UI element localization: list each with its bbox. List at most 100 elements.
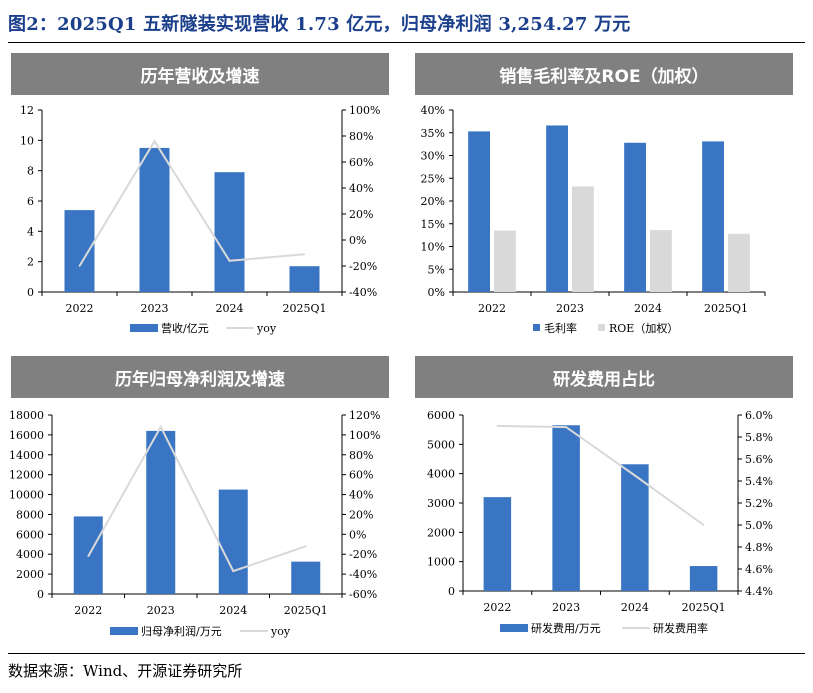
y-tick-label-left: 8000 (16, 508, 44, 521)
x-tick-label: 2022 (483, 601, 511, 614)
y-tick-label-right: 40% (349, 182, 373, 195)
y-tick-label-right: 20% (349, 508, 373, 521)
y-tick-label-right: 5.0% (745, 519, 773, 532)
y-tick-label-right: 20% (349, 208, 373, 221)
legend-swatch (598, 324, 605, 331)
line-point (496, 425, 499, 427)
y-tick-label-right: 60% (349, 469, 373, 482)
bar-gross-margin (468, 131, 490, 292)
bar (64, 210, 95, 292)
y-tick-label-left: 0 (27, 286, 34, 299)
line-point (303, 253, 306, 256)
line-point (228, 260, 231, 262)
bar-roe (494, 230, 516, 292)
line-point (702, 524, 705, 526)
x-tick-label: 2024 (634, 302, 662, 315)
y-tick-label-left: 4000 (16, 548, 44, 561)
y-tick-label-left: 10% (421, 241, 445, 254)
legend-label: 研发费用率 (653, 621, 708, 635)
y-tick-label-left: 12 (20, 104, 34, 117)
x-tick-label: 2025Q1 (282, 302, 326, 315)
y-tick-label-right: 5.8% (745, 431, 773, 444)
y-tick-label-right: -40% (349, 568, 377, 581)
chart-title-margin: 销售毛利率及ROE（加权） (499, 66, 709, 87)
source-note: 数据来源：Wind、开源证券研究所 (8, 662, 243, 680)
x-tick-label: 2024 (216, 302, 244, 315)
line-point (87, 555, 90, 558)
y-tick-label-left: 10 (20, 134, 34, 147)
bar (689, 566, 718, 591)
line-point (634, 474, 636, 477)
y-tick-label-left: 14000 (9, 449, 44, 462)
line-series (78, 139, 305, 267)
y-tick-label-left: 5% (428, 263, 445, 276)
line-point (78, 265, 81, 267)
panel-header-rnd: 研发费用占比 (415, 356, 793, 398)
line-point (159, 426, 162, 428)
bar (214, 172, 245, 292)
y-tick-label-left: 8 (27, 165, 34, 178)
line-point (565, 426, 567, 428)
y-tick-label-right: 0% (349, 528, 366, 541)
y-tick-label-right: 4.6% (745, 563, 773, 576)
y-tick-label-left: 35% (421, 127, 445, 140)
rnd-chart: 0 1000 2000 3000 4000 5000 6000 4.4% 4.6% 4.8% 5.0… (427, 409, 773, 635)
chart-title-profit: 历年归母净利润及增速 (115, 369, 285, 390)
bar-gross-margin (702, 141, 724, 292)
y-tick-label-left: 0% (428, 286, 445, 299)
revenue-chart: 0 2 4 6 8 10 12 -40% -20% 0% 20% 40% 60% 80% 100% 2022 2… (20, 104, 380, 335)
y-tick-label-right: 5.2% (745, 497, 773, 510)
chart-title-rnd: 研发费用占比 (553, 369, 655, 390)
y-tick-label-left: 3000 (427, 497, 455, 510)
y-tick-label-right: 100% (349, 429, 380, 442)
line-point (304, 545, 307, 548)
legend-label: ROE（加权） (609, 322, 678, 335)
line-point (153, 140, 156, 142)
y-tick-label-right: 80% (349, 130, 373, 143)
bar (218, 489, 248, 594)
title-divider (8, 42, 805, 43)
y-tick-label-left: 4 (27, 225, 34, 238)
line-series (87, 424, 307, 573)
x-tick-label: 2025Q1 (284, 604, 328, 617)
x-tick-label: 2023 (552, 601, 580, 614)
legend-label: yoy (256, 322, 277, 335)
y-tick-label-left: 15% (421, 218, 445, 231)
y-tick-label-left: 6000 (427, 409, 455, 422)
y-tick-label-left: 25% (421, 172, 445, 185)
x-tick-label: 2024 (219, 604, 247, 617)
y-tick-label-right: 4.4% (745, 585, 773, 598)
legend-label: yoy (270, 625, 291, 638)
line-point (232, 570, 235, 572)
y-tick-label-right: -20% (349, 260, 377, 273)
source-divider (8, 653, 805, 654)
margin-chart: 0% 5% 10% 15% 20% 25% 30% 35% 40% 2022 2023 2024 202… (421, 104, 766, 335)
y-tick-label-left: 2000 (427, 526, 455, 539)
y-tick-label-right: 100% (349, 104, 380, 117)
y-tick-label-left: 30% (421, 150, 445, 163)
bar-roe (650, 230, 672, 292)
bar-gross-margin (624, 142, 646, 292)
x-tick-label: 2025Q1 (682, 601, 726, 614)
panel-header-revenue: 历年营收及增速 (11, 53, 389, 95)
x-tick-label: 2024 (621, 601, 649, 614)
y-tick-label-left: 0 (37, 588, 44, 601)
y-tick-label-left: 12000 (9, 469, 44, 482)
y-tick-label-right: 80% (349, 449, 373, 462)
y-tick-label-right: -60% (349, 588, 377, 601)
y-tick-label-left: 16000 (9, 429, 44, 442)
y-tick-label-right: 120% (349, 409, 380, 422)
y-tick-label-left: 2000 (16, 568, 44, 581)
legend-swatch (500, 624, 528, 632)
profit-chart: 0 2000 4000 6000 8000 10000 12000 14000 16000 180… (9, 409, 380, 638)
y-tick-label-left: 20% (421, 195, 445, 208)
y-tick-label-right: 4.8% (745, 541, 773, 554)
x-tick-label: 2022 (478, 302, 506, 315)
x-tick-label: 2022 (66, 302, 94, 315)
legend-label: 毛利率 (544, 321, 577, 335)
figure-title: 图2：2025Q1 五新隧装实现营收 1.73 亿元，归母净利润 3,254.2… (8, 14, 631, 35)
x-tick-label: 2025Q1 (704, 302, 748, 315)
bar (139, 147, 170, 292)
bar-gross-margin (546, 125, 568, 292)
y-tick-label-right: 60% (349, 156, 373, 169)
